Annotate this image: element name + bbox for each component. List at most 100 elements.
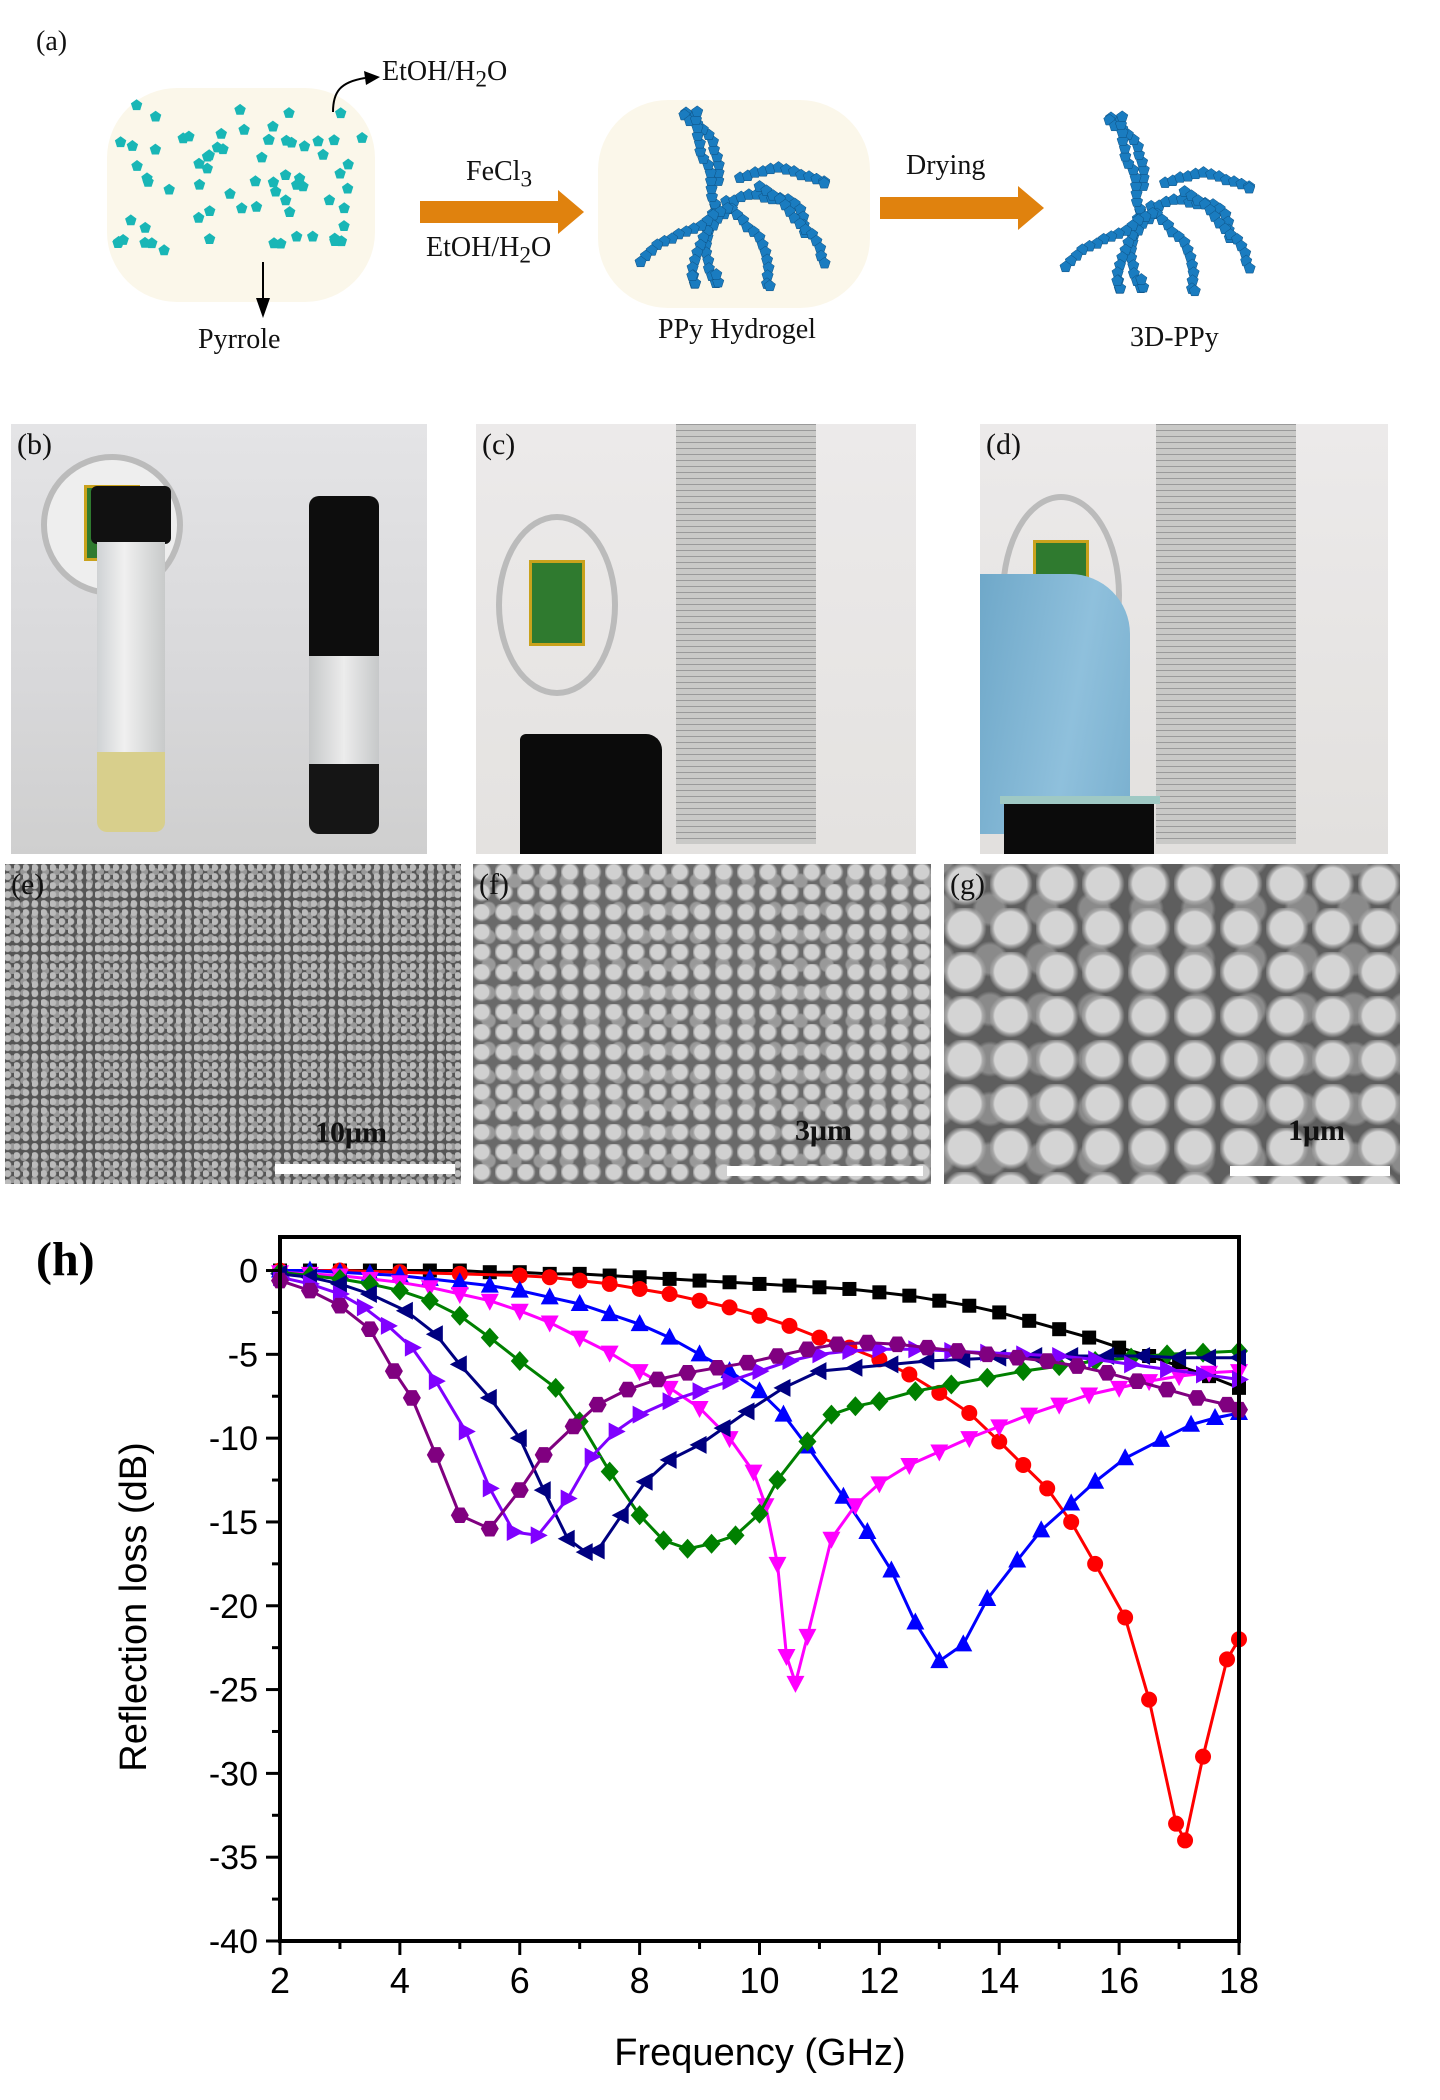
pyrrole-monomer-icon bbox=[280, 194, 292, 206]
data-point-hexagon bbox=[948, 1343, 967, 1359]
data-point-right bbox=[782, 1352, 800, 1371]
data-point-hexagon bbox=[768, 1348, 787, 1364]
data-point-circle bbox=[541, 1269, 558, 1286]
data-point-right bbox=[1160, 1360, 1178, 1379]
data-point-hexagon bbox=[648, 1371, 667, 1388]
compressed-ppy-block bbox=[1004, 804, 1154, 854]
photo-d-compression: (d) bbox=[980, 424, 1388, 854]
pyrrole-monomer-icon bbox=[335, 107, 347, 119]
data-point-left bbox=[611, 1506, 629, 1525]
data-point-right bbox=[752, 1362, 770, 1381]
data-point-down bbox=[1170, 1369, 1189, 1387]
emblem-icon bbox=[496, 514, 618, 696]
data-point-down bbox=[798, 1628, 817, 1646]
data-point-right bbox=[812, 1345, 830, 1364]
data-point-left bbox=[587, 1541, 605, 1560]
data-point-down bbox=[930, 1444, 949, 1462]
ppy-unit-icon bbox=[634, 255, 647, 268]
pyrrole-monomer-icon bbox=[203, 233, 216, 244]
pyrrole-monomer-icon bbox=[193, 211, 205, 223]
y-tick-label: -25 bbox=[209, 1672, 258, 1710]
pyrrole-monomer-icon bbox=[139, 221, 151, 233]
y-tick-label: -35 bbox=[209, 1839, 258, 1877]
data-point-diamond bbox=[360, 1273, 379, 1294]
data-point-square bbox=[872, 1285, 887, 1300]
data-point-circle bbox=[811, 1329, 828, 1346]
data-point-hexagon bbox=[978, 1346, 997, 1363]
ruler bbox=[1156, 424, 1296, 844]
data-point-diamond bbox=[798, 1431, 817, 1452]
axis-ticks: 2 4 6 8 10 12 14 16 18 0 -5 -10 -15 -20 -25 -30 -35 -40 bbox=[209, 1253, 1259, 2001]
data-point-diamond bbox=[600, 1461, 619, 1482]
data-point-down bbox=[660, 1380, 679, 1398]
data-point-left bbox=[1199, 1348, 1217, 1367]
data-point-circle bbox=[571, 1272, 588, 1289]
data-point-right bbox=[530, 1526, 548, 1545]
pyrrole-monomer-icon bbox=[250, 200, 263, 212]
data-point-up bbox=[540, 1287, 559, 1305]
drying-arrow-icon bbox=[880, 186, 1044, 230]
pyrrole-monomer-icon bbox=[323, 194, 336, 206]
scale-bar-f bbox=[727, 1166, 923, 1176]
data-point-right bbox=[1088, 1350, 1106, 1369]
data-point-diamond bbox=[1158, 1344, 1177, 1365]
oxidant-subscript: 3 bbox=[520, 166, 533, 193]
scale-label-f: 3μm bbox=[795, 1114, 852, 1147]
data-point-right bbox=[842, 1341, 860, 1360]
x-tick-label: 14 bbox=[979, 1960, 1019, 2001]
data-point-hexagon bbox=[384, 1363, 403, 1379]
pyrrole-monomer-icon bbox=[338, 220, 350, 231]
ppy-unit-icon bbox=[1135, 273, 1148, 285]
data-point-left bbox=[425, 1325, 443, 1344]
glass-slide bbox=[1000, 796, 1160, 804]
data-point-left bbox=[359, 1284, 377, 1303]
pyrrole-monomer-icon bbox=[283, 107, 295, 118]
data-point-right bbox=[506, 1523, 524, 1542]
data-point-left bbox=[329, 1274, 347, 1293]
pyrrole-monomer-icon bbox=[267, 120, 279, 132]
data-point-hexagon bbox=[1098, 1364, 1117, 1381]
data-point-down bbox=[822, 1531, 841, 1549]
x-tick-label: 18 bbox=[1219, 1960, 1259, 2001]
data-point-up bbox=[774, 1404, 793, 1422]
vial-ppy-hydrogel bbox=[309, 496, 379, 656]
data-point-left bbox=[395, 1301, 413, 1320]
data-point-square bbox=[962, 1298, 977, 1313]
data-point-left bbox=[659, 1450, 677, 1469]
data-point-square bbox=[902, 1288, 917, 1303]
reaction-solvent-label: EtOH/H2O bbox=[426, 232, 551, 270]
data-point-circle bbox=[691, 1292, 708, 1309]
scale-bar-g bbox=[1230, 1166, 1390, 1176]
panel-label-f: (f) bbox=[479, 868, 509, 901]
data-point-left bbox=[713, 1419, 731, 1438]
pyrrole-monomer-icon bbox=[268, 237, 280, 249]
data-point-hexagon bbox=[888, 1336, 907, 1353]
scale-bar-e bbox=[275, 1164, 455, 1174]
data-point-hexagon bbox=[1068, 1358, 1087, 1374]
data-point-right bbox=[632, 1405, 650, 1424]
ppy-unit-icon bbox=[1059, 260, 1072, 273]
data-point-square bbox=[842, 1281, 857, 1296]
pyrrole-monomer-icon bbox=[280, 134, 293, 146]
pyrrole-monomer-icon bbox=[312, 135, 324, 147]
data-point-right bbox=[380, 1316, 398, 1335]
pyrrole-monomer-icon bbox=[193, 178, 206, 190]
panel-label-g: (g) bbox=[950, 868, 985, 901]
pyrrole-monomer-icon bbox=[329, 235, 341, 246]
pyrrole-monomer-icon bbox=[328, 134, 340, 146]
ppy-unit-icon bbox=[818, 256, 831, 269]
data-point-hexagon bbox=[450, 1507, 469, 1524]
data-point-circle bbox=[991, 1433, 1008, 1450]
ppy-unit-icon bbox=[1188, 284, 1201, 297]
y-tick-label: -30 bbox=[209, 1755, 258, 1793]
data-point-down bbox=[720, 1431, 739, 1449]
pyrrole-monomer-icon bbox=[215, 127, 227, 139]
ppy-unit-icon bbox=[710, 268, 723, 280]
ppy-hydrogel-network bbox=[634, 105, 831, 292]
data-point-up bbox=[1206, 1408, 1225, 1426]
data-point-hexagon bbox=[618, 1381, 637, 1398]
y-tick-label: -40 bbox=[209, 1923, 258, 1961]
data-point-square bbox=[1082, 1330, 1097, 1345]
data-point-down bbox=[510, 1303, 529, 1321]
pyrrole-monomer-icon bbox=[307, 230, 319, 242]
